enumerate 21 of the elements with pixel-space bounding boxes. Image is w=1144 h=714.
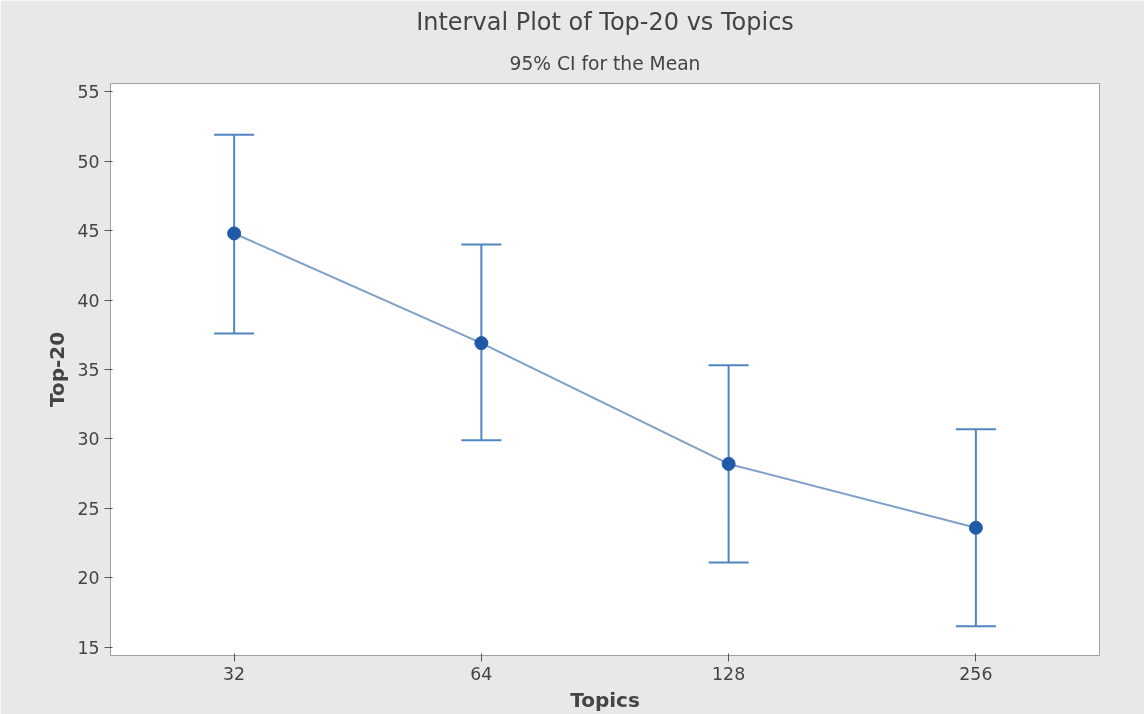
y-tick-label: 55: [77, 82, 100, 103]
y-tick-label: 25: [77, 498, 100, 519]
y-tick-label: 15: [77, 637, 100, 658]
x-tick-label: 128: [712, 663, 746, 684]
point: [968, 520, 983, 535]
chart-title: Interval Plot of Top-20 vs Topics: [416, 7, 794, 36]
y-tick-label: 40: [77, 290, 100, 311]
point: [474, 336, 489, 351]
x-tick-label: 256: [959, 663, 993, 684]
x-tick-label: 32: [223, 663, 246, 684]
x-axis-title: Topics: [570, 687, 640, 712]
point: [227, 226, 242, 241]
x-tick-label: 64: [470, 663, 493, 684]
chart-subtitle: 95% CI for the Mean: [509, 52, 701, 74]
y-tick-label: 35: [77, 360, 100, 380]
y-axis-title: Top-20: [45, 331, 70, 408]
y-tick-label: 45: [77, 221, 100, 242]
y-tick-label: 20: [77, 568, 100, 589]
point: [721, 456, 736, 471]
y-tick-label: 50: [77, 151, 100, 172]
y-tick-label: 30: [77, 429, 100, 450]
